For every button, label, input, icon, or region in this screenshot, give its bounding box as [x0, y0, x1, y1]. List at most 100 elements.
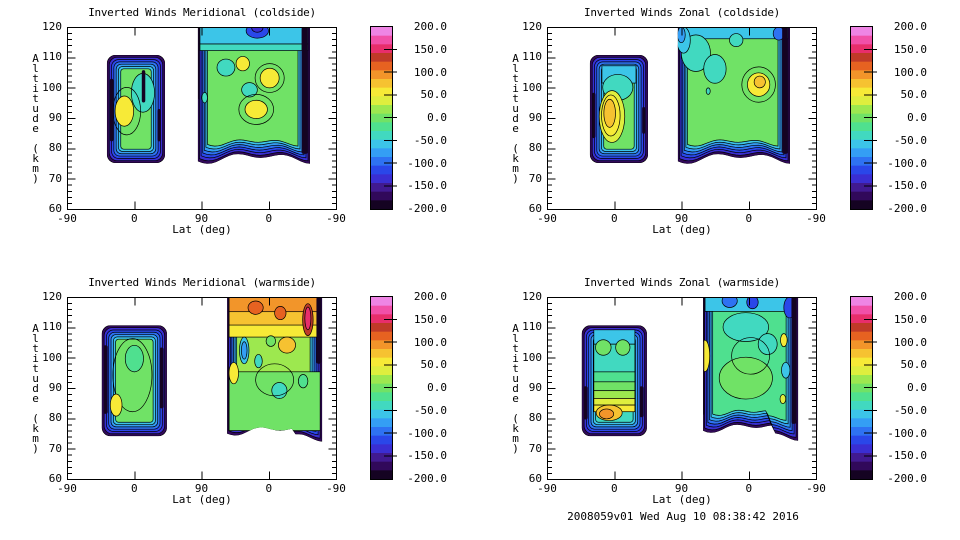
y-axis-label-char: l: [512, 61, 519, 75]
y-tick-label: 100: [522, 80, 542, 94]
colorbar-label: 200.0: [413, 290, 447, 303]
y-axis-label-char: k: [512, 151, 519, 165]
colorbar: [850, 26, 877, 210]
y-axis-label-char: d: [512, 381, 519, 395]
x-tick-label: 90: [674, 482, 689, 495]
x-tick-label: 0: [745, 482, 753, 495]
y-tick-label: 90: [528, 381, 542, 394]
y-tick-label: 60: [528, 202, 542, 215]
colorbar-label: 100.0: [893, 65, 927, 79]
plot-frame-and-ticks: [67, 27, 337, 210]
colorbar-label: 0.0: [907, 381, 927, 394]
y-axis-label-char: d: [32, 381, 39, 395]
y-tick-label: 110: [522, 320, 542, 334]
y-axis-label-char: e: [512, 121, 519, 135]
y-tick-label: 110: [42, 320, 62, 334]
colorbar-label: 0.0: [427, 111, 447, 124]
large-contour-region: [197, 27, 310, 164]
y-axis-label-char: m: [32, 161, 39, 175]
large-contour-region: [677, 27, 790, 164]
y-tick-label: 120: [522, 290, 542, 303]
x-axis-label: Lat (deg): [172, 223, 232, 236]
x-tick-label: -90: [806, 212, 826, 225]
contour-plot: [547, 27, 817, 210]
y-axis-label-char: t: [32, 91, 39, 105]
plot-frame-and-ticks: [547, 27, 817, 210]
y-tick-label: 120: [42, 20, 62, 33]
y-tick-label: 80: [48, 411, 62, 425]
y-tick-label: 100: [42, 80, 62, 94]
plot-frame-and-ticks: [67, 297, 337, 480]
y-tick-label: 70: [528, 171, 542, 185]
small-contour-region: [581, 325, 647, 437]
y-axis-label-char: A: [512, 321, 519, 335]
footer-timestamp: 2008059v01 Wed Aug 10 08:38:42 2016: [567, 510, 799, 523]
contour-plot: [67, 297, 337, 480]
y-axis-label-char: k: [32, 421, 39, 435]
colorbar-label: -100.0: [887, 426, 927, 440]
x-axis-label: Lat (deg): [652, 223, 712, 236]
small-contour-region: [589, 54, 648, 163]
colorbar-label: 50.0: [900, 88, 928, 102]
y-tick-label: 90: [48, 111, 62, 124]
colorbar-label: 200.0: [413, 20, 447, 33]
y-tick-label: 80: [528, 411, 542, 425]
x-tick-label: -90: [806, 482, 826, 495]
colorbar-label: -200.0: [887, 202, 927, 215]
y-axis-label-char: t: [32, 361, 39, 375]
y-tick-label: 110: [42, 50, 62, 64]
colorbar-label: 150.0: [893, 42, 927, 56]
small-contour-region: [106, 54, 166, 163]
plot-frame-and-ticks: [547, 297, 817, 480]
x-tick-label: 90: [194, 212, 209, 225]
y-axis-label-char: t: [32, 71, 39, 85]
y-tick-label: 70: [48, 441, 62, 455]
x-tick-label: 90: [194, 482, 209, 495]
contour-plot: [67, 27, 337, 210]
y-axis-label-char: ): [32, 171, 39, 185]
x-tick-label: 0: [745, 212, 753, 225]
x-axis-label: Lat (deg): [172, 493, 232, 506]
colorbar-label: -200.0: [887, 472, 927, 485]
colorbar-label: -50.0: [893, 403, 927, 417]
y-axis-label-char: (: [32, 141, 39, 155]
y-tick-label: 120: [42, 290, 62, 303]
y-axis-label-char: t: [32, 341, 39, 355]
x-tick-label: 0: [265, 482, 273, 495]
y-axis-label-char: d: [512, 111, 519, 125]
y-axis-label-char: t: [512, 91, 519, 105]
y-tick-label: 80: [48, 141, 62, 155]
y-axis-label-char: t: [512, 71, 519, 85]
x-tick-label: -90: [537, 212, 557, 225]
colorbar-label: -50.0: [413, 403, 447, 417]
y-axis-label-char: i: [32, 81, 39, 95]
colorbar: [370, 26, 397, 210]
y-tick-label: 100: [522, 350, 542, 364]
y-tick-label: 80: [528, 141, 542, 155]
colorbar-label: -100.0: [407, 156, 447, 170]
y-axis-label-char: e: [32, 121, 39, 135]
colorbar-label: 100.0: [413, 335, 447, 349]
colorbar-label: 50.0: [420, 358, 448, 372]
colorbar-label: 200.0: [893, 20, 927, 33]
y-axis-label-char: m: [512, 161, 519, 175]
colorbar-label: -150.0: [407, 179, 447, 193]
x-tick-label: 0: [610, 212, 618, 225]
y-axis-label-char: l: [512, 331, 519, 345]
y-axis-label-char: d: [32, 111, 39, 125]
y-axis-label-char: l: [32, 331, 39, 345]
y-tick-label: 90: [48, 381, 62, 394]
y-axis-label-char: i: [512, 81, 519, 95]
colorbar-label: -200.0: [407, 472, 447, 485]
y-axis-label-char: e: [32, 391, 39, 405]
y-axis-label-char: ): [512, 441, 519, 455]
x-tick-label: 0: [130, 212, 138, 225]
colorbar-label: 200.0: [893, 290, 927, 303]
y-axis-label-char: t: [512, 341, 519, 355]
